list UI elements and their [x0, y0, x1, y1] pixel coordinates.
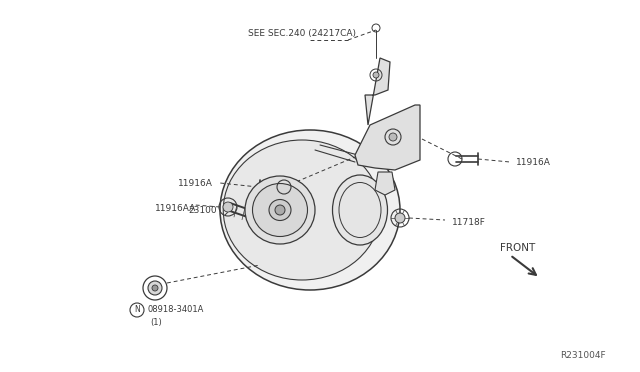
- Circle shape: [389, 133, 397, 141]
- Ellipse shape: [253, 183, 307, 237]
- Ellipse shape: [245, 176, 315, 244]
- Polygon shape: [355, 105, 420, 170]
- Circle shape: [223, 202, 233, 212]
- Text: 11916AA: 11916AA: [155, 203, 196, 212]
- Text: 11718F: 11718F: [452, 218, 486, 227]
- Ellipse shape: [333, 175, 387, 245]
- Ellipse shape: [220, 130, 400, 290]
- Polygon shape: [375, 172, 395, 195]
- Text: R231004F: R231004F: [560, 350, 605, 359]
- Ellipse shape: [275, 205, 285, 215]
- Text: 23100: 23100: [188, 205, 216, 215]
- Text: N: N: [134, 305, 140, 314]
- Text: SEE SEC.240 (24217CA): SEE SEC.240 (24217CA): [248, 29, 356, 38]
- Ellipse shape: [269, 199, 291, 221]
- Text: (1): (1): [150, 318, 162, 327]
- Text: 11916A: 11916A: [178, 179, 213, 187]
- Text: 11916A: 11916A: [516, 157, 551, 167]
- Polygon shape: [365, 58, 390, 125]
- Circle shape: [152, 285, 158, 291]
- Text: 08918-3401A: 08918-3401A: [147, 305, 204, 314]
- Text: FRONT: FRONT: [500, 243, 535, 253]
- Circle shape: [395, 213, 405, 223]
- Ellipse shape: [223, 140, 381, 280]
- Circle shape: [148, 281, 162, 295]
- Circle shape: [373, 72, 379, 78]
